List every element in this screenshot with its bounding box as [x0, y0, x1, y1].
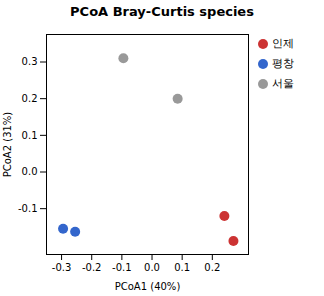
svg-text:0.1: 0.1: [22, 130, 38, 141]
svg-text:0.2: 0.2: [204, 262, 220, 273]
svg-text:-0.3: -0.3: [52, 262, 72, 273]
svg-text:0.1: 0.1: [174, 262, 190, 273]
svg-text:0.3: 0.3: [22, 56, 38, 67]
svg-text:-0.1: -0.1: [112, 262, 132, 273]
svg-text:PCoA2 (31%): PCoA2 (31%): [2, 112, 13, 178]
svg-text:0.0: 0.0: [144, 262, 160, 273]
html-text:PCoA Bray-Curtis species: PCoA Bray-Curtis species: [70, 4, 254, 19]
svg-text:PCoA1 (40%): PCoA1 (40%): [115, 281, 181, 292]
svg-text:-0.2: -0.2: [82, 262, 102, 273]
html-text:평창: 평창: [272, 57, 294, 70]
svg-text:0.2: 0.2: [22, 93, 38, 104]
html-text:서울: 서울: [272, 77, 294, 90]
html-text:인제: 인제: [272, 37, 294, 50]
svg-text:0.0: 0.0: [22, 166, 38, 177]
svg-text:-0.1: -0.1: [18, 203, 38, 214]
